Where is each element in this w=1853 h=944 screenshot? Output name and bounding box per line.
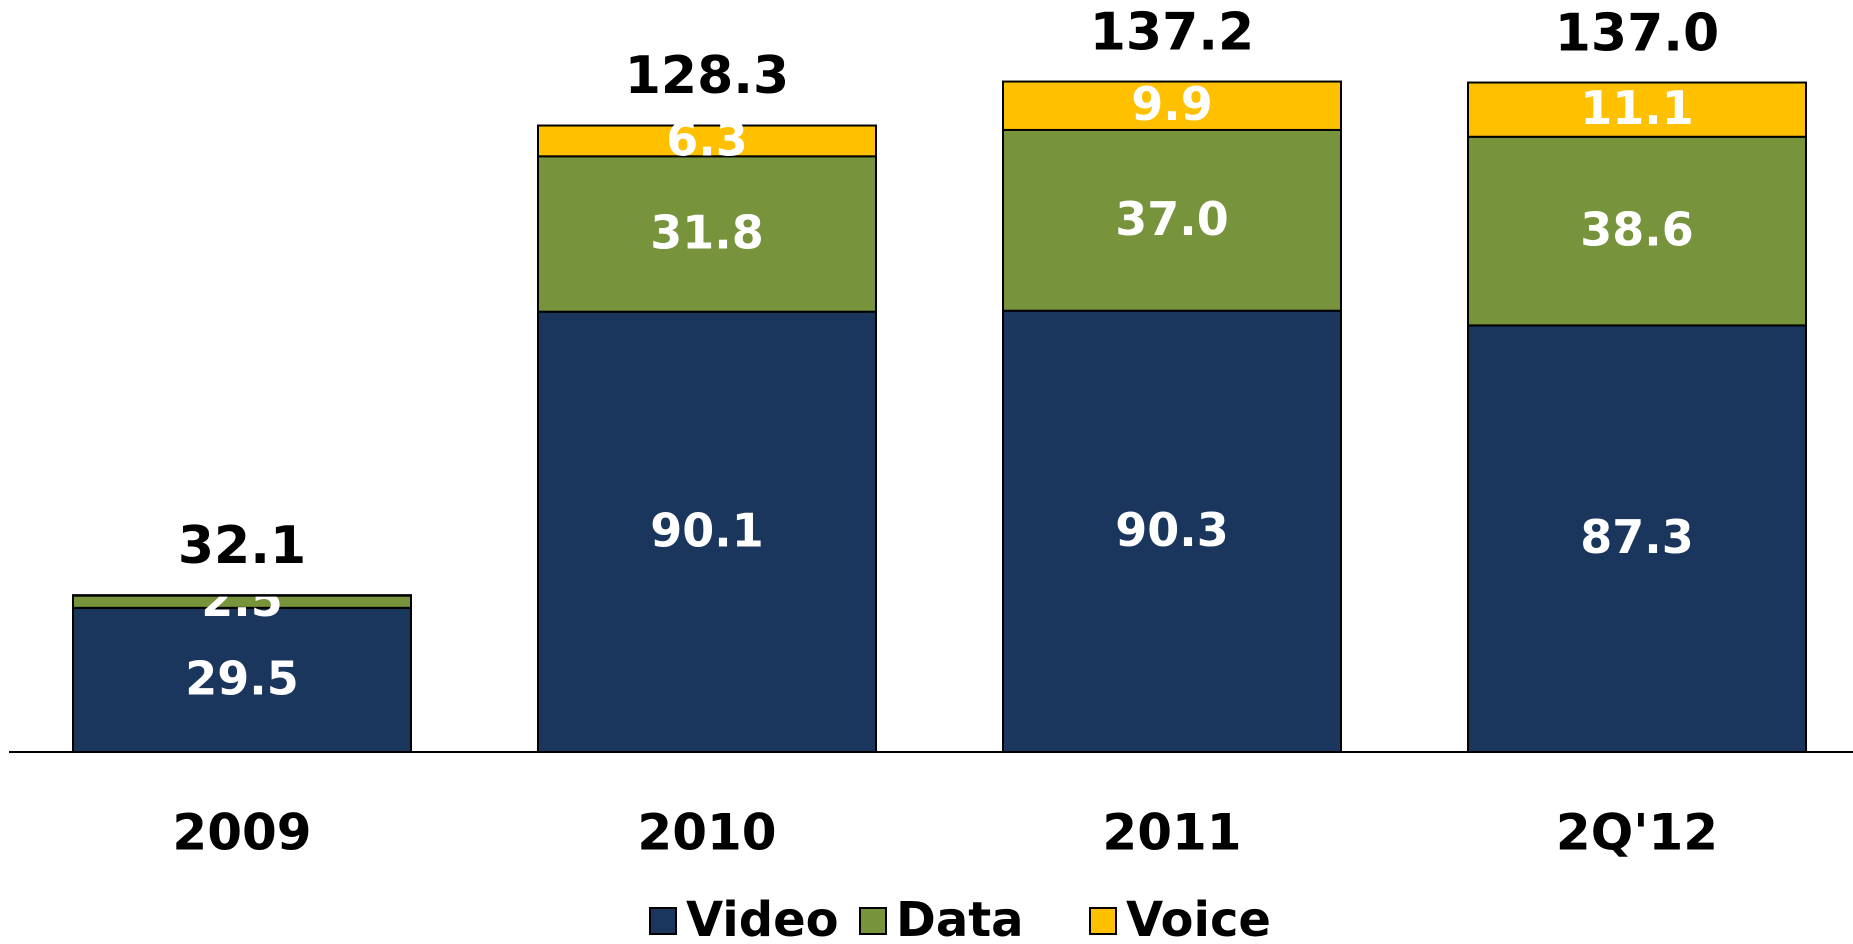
data-label: 37.0 <box>1115 192 1229 246</box>
bar-segment <box>1002 128 1342 312</box>
data-label: 11.1 <box>1580 81 1694 135</box>
bar-segment <box>72 606 412 753</box>
legend-swatch <box>649 907 677 935</box>
x-tick-label: 2011 <box>1102 804 1241 862</box>
legend-label: Voice <box>1126 892 1271 944</box>
legend-label: Video <box>686 892 839 944</box>
data-label: 87.3 <box>1580 510 1694 564</box>
data-label: 9.9 <box>1131 77 1213 131</box>
legend-swatch <box>859 907 887 935</box>
x-tick-label: 2009 <box>172 804 311 862</box>
bar-segment <box>537 155 877 313</box>
legend-swatch <box>1089 907 1117 935</box>
x-tick-label: 2010 <box>637 804 776 862</box>
legend-label: Data <box>896 892 1024 944</box>
x-tick-label: 2Q'12 <box>1556 804 1718 862</box>
total-label: 137.0 <box>1555 4 1719 64</box>
data-label: 90.3 <box>1115 503 1229 557</box>
data-label: 31.8 <box>650 206 764 260</box>
bar-segment <box>1467 135 1807 327</box>
data-label: 29.5 <box>185 651 299 705</box>
total-label: 128.3 <box>625 46 789 106</box>
bar-segment <box>1467 324 1807 753</box>
data-label: 90.1 <box>650 503 764 557</box>
data-label: 6.3 <box>666 112 748 166</box>
data-label: 38.6 <box>1580 203 1694 257</box>
bar-segment <box>1467 81 1807 138</box>
bar-segment <box>1002 80 1342 131</box>
total-label: 32.1 <box>178 516 306 576</box>
bar-segment <box>537 124 877 158</box>
total-label: 137.2 <box>1090 3 1254 63</box>
data-label: 2.5 <box>201 573 283 627</box>
